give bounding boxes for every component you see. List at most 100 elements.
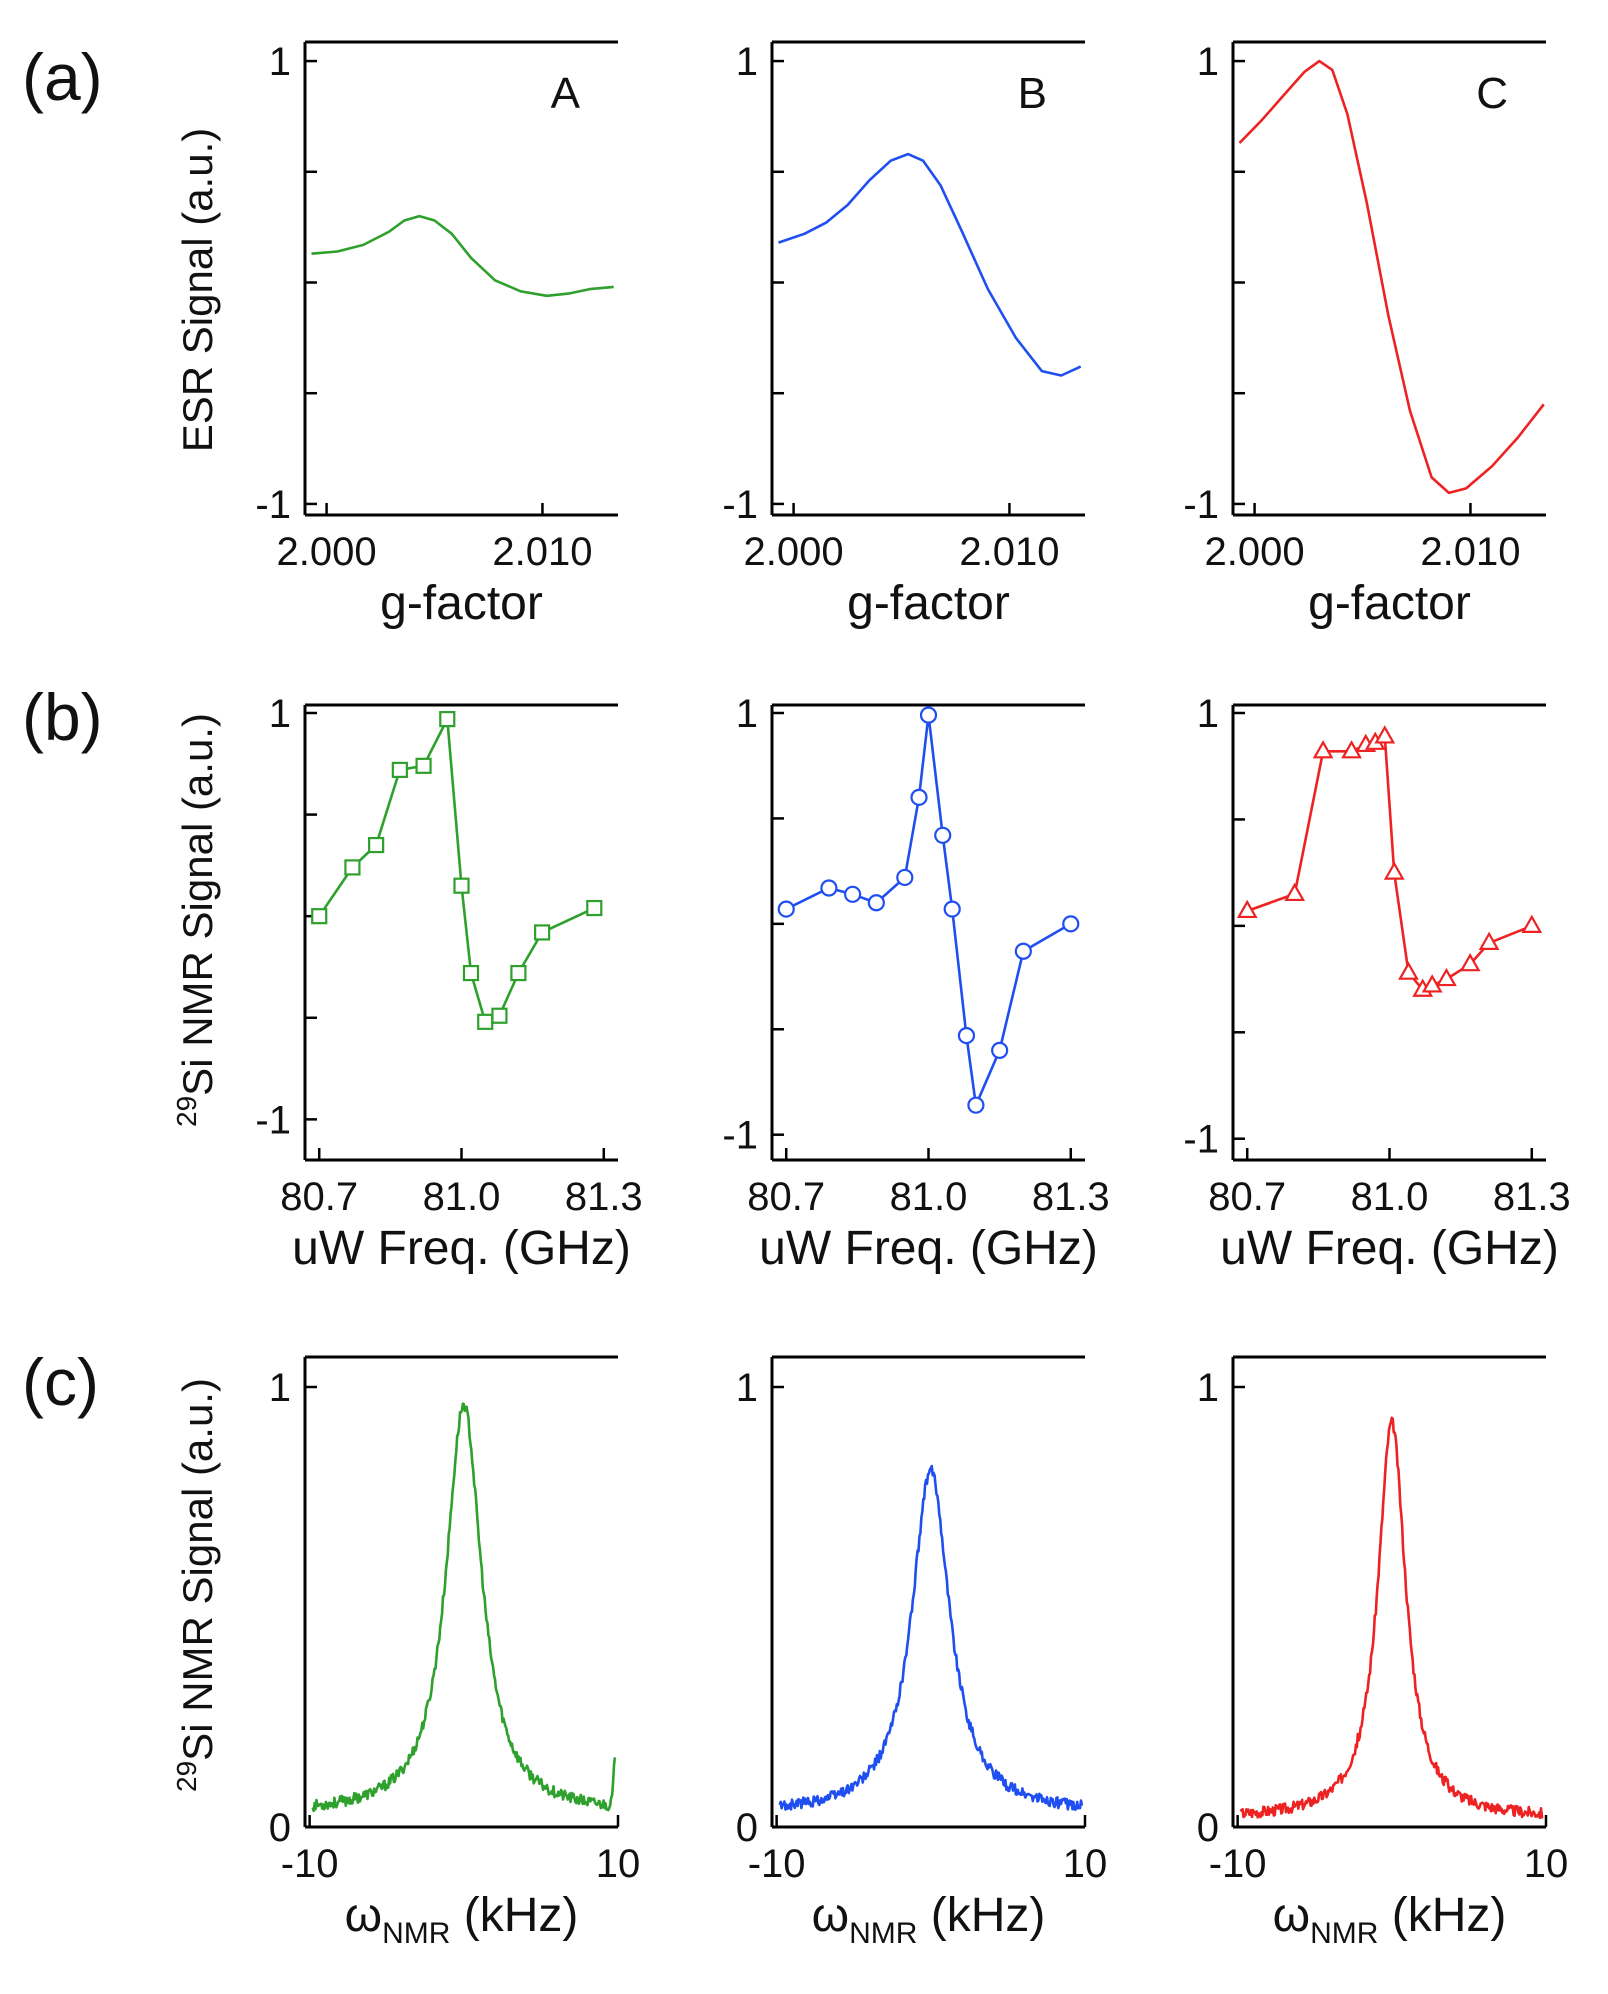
- ylabel-esr-text: ESR Signal (a.u.): [174, 128, 221, 452]
- series-line: [1246, 735, 1533, 991]
- data-point-triangle: [1383, 861, 1405, 880]
- data-point-circle: [867, 894, 885, 912]
- data-point-square: [311, 908, 328, 925]
- data-point-triangle: [1421, 974, 1443, 993]
- y-tick-label: 1: [736, 1366, 758, 1410]
- data-point-circle: [896, 868, 914, 887]
- row-labels: (a) (b) (c): [22, 40, 103, 1419]
- x-tick-label: 81.3: [1032, 1175, 1110, 1219]
- x-tick-label: 81.3: [565, 1175, 643, 1219]
- series-line: [778, 152, 1082, 377]
- x-tick-label: 81.0: [1351, 1175, 1429, 1219]
- panel-4: -1 1 80.7 81.0 81.3uW Freq. (GHz): [722, 692, 1109, 1275]
- y-tick-label: -1: [722, 483, 758, 527]
- panel-6: 0 1 -10 10 ωNMR (kHz): [269, 1355, 640, 1950]
- row-label-a: (a): [22, 40, 103, 114]
- series-line: [785, 713, 1072, 1107]
- x-axis-title-symbol: ω: [812, 1889, 849, 1942]
- x-tick-label: 10: [1524, 1842, 1569, 1886]
- data-point-circle: [1062, 915, 1080, 933]
- y-tick-label: 1: [1197, 692, 1219, 736]
- data-point-circle: [820, 879, 838, 897]
- data-point-square: [477, 1013, 494, 1030]
- data-point-triangle: [1521, 914, 1543, 933]
- y-axis-labels: ESR Signal (a.u.) 29Si NMR Signal (a.u.)…: [171, 128, 221, 1792]
- data-point-triangle: [1398, 961, 1419, 980]
- data-point-square: [344, 859, 361, 876]
- x-axis-title: g-factor: [847, 577, 1010, 630]
- y-tick-label: 0: [269, 1806, 291, 1850]
- x-axis-title-subscript: NMR: [382, 1917, 450, 1950]
- x-tick-label: 2.010: [1420, 530, 1520, 574]
- data-point-circle: [991, 1041, 1009, 1059]
- data-point-triangle: [1312, 740, 1334, 759]
- x-axis-title-symbol: ω: [1273, 1889, 1310, 1942]
- x-tick-label: 10: [1063, 1842, 1108, 1886]
- y-tick-label: 1: [1197, 40, 1219, 84]
- data-point-circle: [967, 1096, 985, 1114]
- y-tick-label: 0: [1197, 1806, 1219, 1850]
- x-tick-label: -10: [748, 1842, 806, 1886]
- x-axis-title-symbol: ω: [345, 1889, 382, 1942]
- ylabel-nmr-b: 29Si NMR Signal (a.u.): [171, 713, 221, 1127]
- y-tick-label: -1: [1183, 1118, 1219, 1162]
- series-line: [311, 214, 614, 298]
- panel-5: -1 1 80.7 81.0 81.3uW Freq. (GHz): [1183, 692, 1570, 1275]
- data-point-square: [391, 761, 408, 778]
- data-point-square: [491, 1007, 508, 1024]
- ylabel-nmr-c-text: Si NMR Signal (a.u.): [174, 1378, 221, 1761]
- x-tick-label: 2.000: [744, 530, 844, 574]
- x-axis-title: ωNMR (kHz): [1273, 1889, 1507, 1950]
- x-axis-title: g-factor: [1308, 577, 1471, 630]
- data-point-circle: [919, 706, 938, 724]
- panel-3: -1 1 80.7 81.0 81.3uW Freq. (GHz): [255, 692, 642, 1275]
- x-axis-title: uW Freq. (GHz): [292, 1222, 631, 1275]
- x-axis-title: ωNMR (kHz): [812, 1889, 1046, 1950]
- ylabel-nmr-c-sup: 29: [171, 1761, 202, 1792]
- row-label-c: (c): [22, 1345, 99, 1419]
- panel-8: 0 1 -10 10 ωNMR (kHz): [1197, 1355, 1569, 1950]
- data-point-triangle: [1236, 899, 1258, 919]
- x-tick-label: 2.000: [1205, 530, 1305, 574]
- panel-letter: A: [551, 69, 581, 118]
- ylabel-esr: ESR Signal (a.u.): [174, 128, 221, 452]
- data-point-circle: [777, 900, 795, 918]
- x-tick-label: 81.0: [890, 1175, 968, 1219]
- data-point-circle: [910, 788, 928, 806]
- data-point-circle: [943, 900, 961, 918]
- data-point-circle: [844, 885, 862, 903]
- data-point-triangle: [1436, 967, 1457, 987]
- y-tick-label: 0: [736, 1806, 758, 1850]
- y-tick-label: 1: [736, 692, 758, 736]
- panel-letter: C: [1476, 69, 1508, 118]
- y-tick-label: -1: [1183, 483, 1219, 527]
- y-tick-label: 1: [269, 40, 291, 84]
- series-line: [778, 1464, 1084, 1811]
- data-point-triangle: [1341, 740, 1362, 759]
- data-point-square: [453, 877, 470, 894]
- y-tick-label: 1: [269, 692, 291, 736]
- x-tick-label: 2.010: [492, 530, 592, 574]
- series-line: [311, 1402, 617, 1813]
- data-point-square: [462, 964, 480, 982]
- data-point-triangle: [1459, 952, 1481, 972]
- ylabel-nmr-c: 29Si NMR Signal (a.u.): [171, 1378, 221, 1792]
- x-axis-title-subscript: NMR: [849, 1917, 917, 1950]
- y-tick-label: 1: [1197, 1366, 1219, 1410]
- row-label-b: (b): [22, 680, 103, 754]
- data-point-triangle: [1284, 882, 1306, 902]
- data-point-circle: [1014, 942, 1032, 960]
- series-line: [1238, 59, 1545, 495]
- x-axis-title: ωNMR (kHz): [345, 1889, 579, 1950]
- x-axis-title: g-factor: [380, 577, 543, 630]
- x-tick-label: 81.0: [423, 1175, 501, 1219]
- x-axis-title-subscript: NMR: [1310, 1917, 1378, 1950]
- y-tick-label: -1: [255, 483, 291, 527]
- x-axis-title-unit: (kHz): [450, 1889, 578, 1942]
- x-axis-title: uW Freq. (GHz): [759, 1222, 1098, 1275]
- panel-7: 0 1 -10 10 ωNMR (kHz): [736, 1355, 1108, 1950]
